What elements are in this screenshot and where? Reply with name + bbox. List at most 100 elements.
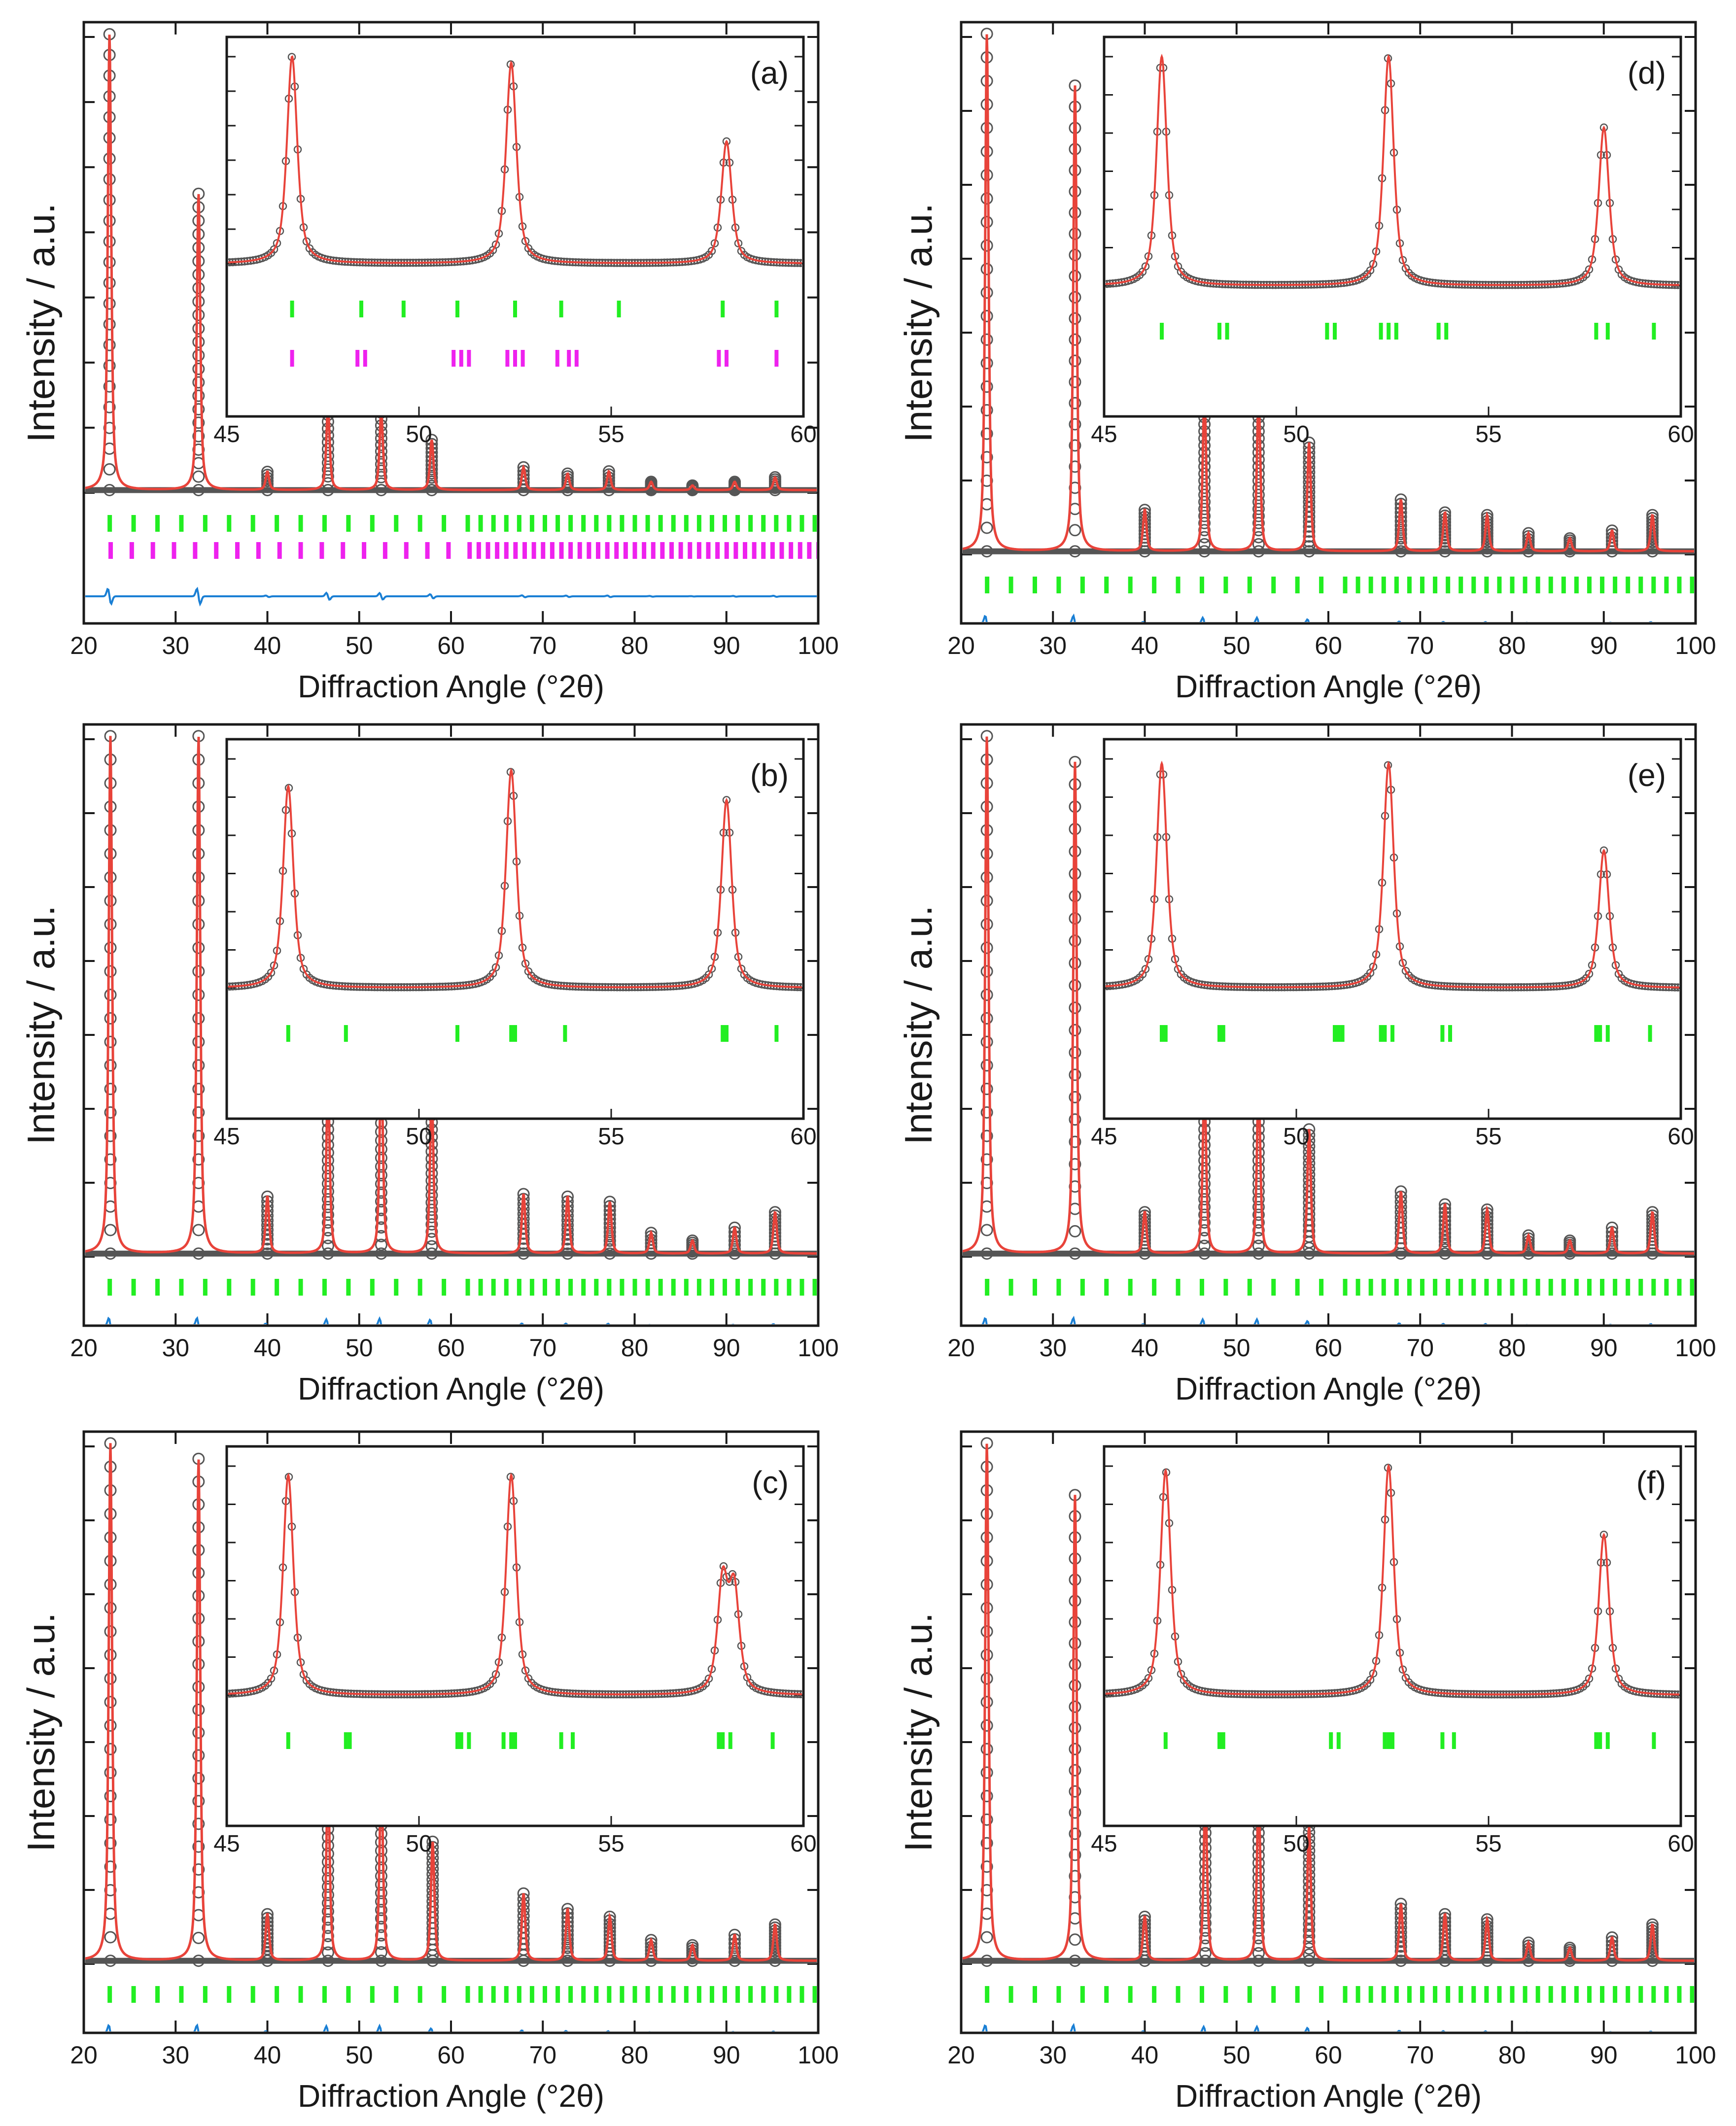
bragg-tick [1626, 1279, 1631, 1296]
observed-point [1606, 1238, 1619, 1251]
bragg-tick [322, 1986, 327, 2003]
bragg-tick [761, 1986, 766, 2003]
x-tick-label: 60 [1315, 2041, 1342, 2069]
observed-point [561, 1219, 574, 1232]
observed-point [321, 1216, 334, 1229]
observed-point [1069, 397, 1081, 410]
bragg-tick [812, 1986, 817, 2003]
bragg-tick [465, 515, 470, 532]
x-tick-label: 40 [254, 1334, 281, 1362]
observed-point [1646, 536, 1659, 549]
panel-c: 20 30 40 50 60 70 80 90 100 Diffraction Angle (°2… [19, 1430, 839, 2114]
observed-point [1606, 1935, 1619, 1948]
bragg-tick [107, 515, 112, 532]
bragg-ticks-phase1 [107, 515, 817, 532]
observed-point [104, 1106, 117, 1119]
observed-point [980, 1931, 993, 1944]
bragg-tick [1587, 1279, 1592, 1296]
observed-point [1522, 1936, 1535, 1949]
observed-point [1069, 1046, 1081, 1059]
observed-point [1646, 527, 1659, 540]
bragg-tick [193, 542, 198, 559]
observed-point [1252, 495, 1265, 508]
bragg-tick [1535, 1279, 1540, 1296]
bragg-tick [298, 1279, 303, 1296]
bragg-tick [1394, 1986, 1399, 2003]
bragg-tick [787, 1279, 792, 1296]
bragg-tick [748, 1986, 753, 2003]
bragg-tick [486, 542, 490, 559]
inset-observed-point [1585, 1675, 1594, 1683]
observed-point [1303, 1930, 1316, 1943]
inset-observed-point [1366, 969, 1375, 977]
observed-point [1199, 1894, 1212, 1907]
inset-bragg-tick [574, 350, 579, 367]
bragg-tick [1497, 577, 1502, 593]
observed-point [561, 1941, 574, 1954]
bragg-tick [787, 515, 792, 532]
x-tick-label: 100 [798, 2041, 838, 2069]
observed-point [104, 1719, 117, 1732]
inset-bragg-tick [344, 1025, 348, 1042]
inset-x-tick-label: 60 [790, 1124, 816, 1150]
inset-x-tick-label: 60 [1667, 1831, 1694, 1857]
observed-point [603, 1217, 616, 1230]
bragg-tick [1152, 577, 1157, 593]
observed-point [192, 1012, 205, 1025]
observed-point [192, 1059, 205, 1072]
bragg-tick [491, 1279, 496, 1296]
inset-x-tick-label: 55 [1475, 1831, 1501, 1857]
observed-point [1481, 530, 1493, 543]
observed-point [1069, 248, 1081, 261]
observed-point [1069, 376, 1081, 388]
observed-point [1439, 525, 1452, 538]
bragg-tick [275, 515, 279, 532]
observed-point [375, 458, 387, 471]
y-axis-label: Intensity / a.u. [19, 203, 63, 443]
observed-point [1303, 1893, 1316, 1906]
inset-bragg-tick [509, 1025, 514, 1042]
observed-point [192, 1035, 205, 1048]
bragg-tick [319, 542, 324, 559]
inset-data-layer [1106, 760, 1679, 992]
observed-point [768, 471, 781, 484]
inset-bragg-tick [467, 350, 471, 367]
observed-point [980, 1719, 993, 1732]
observed-point [1646, 1939, 1659, 1952]
inset-bragg-tick [1444, 323, 1449, 340]
bragg-tick [250, 515, 255, 532]
inset-bragg-tick [467, 1732, 471, 1749]
observed-point [1252, 1177, 1265, 1190]
bragg-tick [1199, 1986, 1204, 2003]
observed-point [1646, 524, 1659, 537]
bragg-tick [1223, 1986, 1228, 2003]
observed-point [603, 1226, 616, 1238]
bragg-tick [1080, 577, 1085, 593]
bragg-tick [1458, 1986, 1463, 2003]
observed-point [1198, 1193, 1211, 1205]
inset-x-tick-label: 50 [406, 1831, 432, 1857]
observed-point [1199, 1902, 1212, 1915]
bragg-tick [594, 1986, 599, 2003]
inset-x-tick-label: 60 [790, 1831, 816, 1857]
observed-point [1069, 291, 1081, 304]
bragg-tick [556, 1986, 560, 2003]
bragg-tick [1587, 577, 1592, 593]
observed-point [980, 1602, 993, 1614]
observed-point [1303, 480, 1316, 493]
bragg-tick [1471, 1986, 1476, 2003]
inset-bragg-tick [513, 301, 517, 317]
inset-bragg-tick [770, 1732, 775, 1749]
bragg-tick [607, 1279, 612, 1296]
observed-point [1198, 503, 1211, 515]
observed-point [192, 309, 205, 321]
observed-point [1069, 1068, 1081, 1081]
bragg-tick [467, 542, 472, 559]
x-tick-label: 100 [798, 632, 838, 659]
inset-bragg-tick [1383, 1025, 1387, 1042]
bragg-tick [812, 1279, 817, 1296]
observed-point [103, 318, 116, 331]
observed-point [645, 1227, 658, 1239]
observed-point [729, 1946, 741, 1958]
observed-point [980, 1813, 993, 1826]
